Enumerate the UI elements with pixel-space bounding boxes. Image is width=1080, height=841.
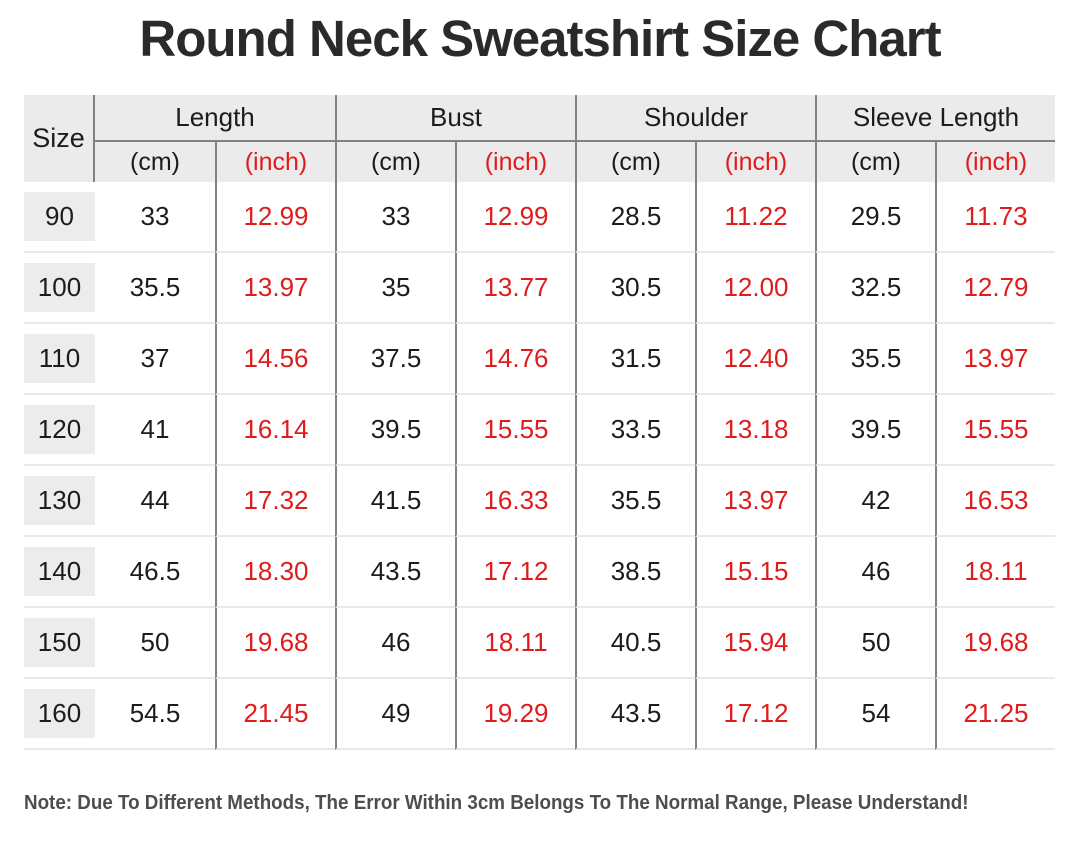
value-cell-inch: 21.25	[935, 679, 1055, 750]
size-value: 160	[24, 689, 95, 738]
value-cell-cm: 50	[95, 608, 215, 679]
value-cell-cm: 37.5	[335, 324, 455, 395]
value-cell-inch: 19.29	[455, 679, 575, 750]
value-cell-cm: 33	[95, 182, 215, 253]
value-cell-cm: 54.5	[95, 679, 215, 750]
value-cell-cm: 43.5	[575, 679, 695, 750]
size-cell: 160	[24, 679, 95, 750]
value-cell-inch: 19.68	[935, 608, 1055, 679]
column-group-sleeve-length: Sleeve Length	[815, 95, 1055, 142]
value-cell-cm: 46	[335, 608, 455, 679]
value-cell-cm: 39.5	[335, 395, 455, 466]
value-cell-inch: 12.79	[935, 253, 1055, 324]
value-cell-cm: 39.5	[815, 395, 935, 466]
value-cell-inch: 11.22	[695, 182, 815, 253]
size-value: 100	[24, 263, 95, 312]
value-cell-inch: 15.55	[935, 395, 1055, 466]
value-cell-inch: 14.76	[455, 324, 575, 395]
unit-header-inch: (inch)	[215, 142, 335, 182]
size-column-header: Size	[24, 95, 95, 182]
value-cell-cm: 54	[815, 679, 935, 750]
value-cell-inch: 15.94	[695, 608, 815, 679]
value-cell-inch: 12.99	[215, 182, 335, 253]
value-cell-inch: 14.56	[215, 324, 335, 395]
column-group-shoulder: Shoulder	[575, 95, 815, 142]
note-text: Note: Due To Different Methods, The Erro…	[24, 792, 969, 814]
value-cell-inch: 16.33	[455, 466, 575, 537]
size-cell: 140	[24, 537, 95, 608]
value-cell-cm: 46	[815, 537, 935, 608]
size-value: 150	[24, 618, 95, 667]
value-cell-inch: 21.45	[215, 679, 335, 750]
value-cell-inch: 13.97	[695, 466, 815, 537]
value-cell-inch: 15.55	[455, 395, 575, 466]
size-value: 90	[24, 192, 95, 241]
value-cell-cm: 29.5	[815, 182, 935, 253]
value-cell-cm: 41	[95, 395, 215, 466]
size-value: 130	[24, 476, 95, 525]
value-cell-cm: 32.5	[815, 253, 935, 324]
value-cell-cm: 35.5	[815, 324, 935, 395]
column-group-bust: Bust	[335, 95, 575, 142]
value-cell-inch: 15.15	[695, 537, 815, 608]
value-cell-cm: 42	[815, 466, 935, 537]
unit-header-cm: (cm)	[335, 142, 455, 182]
value-cell-cm: 46.5	[95, 537, 215, 608]
unit-header-cm: (cm)	[815, 142, 935, 182]
column-group-length: Length	[95, 95, 335, 142]
value-cell-cm: 44	[95, 466, 215, 537]
value-cell-cm: 41.5	[335, 466, 455, 537]
size-cell: 150	[24, 608, 95, 679]
value-cell-inch: 16.53	[935, 466, 1055, 537]
value-cell-cm: 33.5	[575, 395, 695, 466]
page-title: Round Neck Sweatshirt Size Chart	[139, 10, 941, 67]
value-cell-inch: 17.32	[215, 466, 335, 537]
unit-header-cm: (cm)	[95, 142, 215, 182]
size-value: 140	[24, 547, 95, 596]
value-cell-inch: 12.99	[455, 182, 575, 253]
size-cell: 100	[24, 253, 95, 324]
value-cell-inch: 17.12	[695, 679, 815, 750]
value-cell-cm: 38.5	[575, 537, 695, 608]
value-cell-cm: 35.5	[575, 466, 695, 537]
value-cell-cm: 43.5	[335, 537, 455, 608]
value-cell-inch: 18.11	[455, 608, 575, 679]
value-cell-inch: 18.11	[935, 537, 1055, 608]
unit-header-inch: (inch)	[695, 142, 815, 182]
value-cell-cm: 35	[335, 253, 455, 324]
size-chart-table: Size Length Bust Shoulder Sleeve Length …	[24, 95, 1055, 750]
value-cell-inch: 13.18	[695, 395, 815, 466]
value-cell-cm: 33	[335, 182, 455, 253]
value-cell-cm: 40.5	[575, 608, 695, 679]
value-cell-cm: 50	[815, 608, 935, 679]
size-cell: 90	[24, 182, 95, 253]
value-cell-cm: 49	[335, 679, 455, 750]
value-cell-inch: 18.30	[215, 537, 335, 608]
value-cell-inch: 19.68	[215, 608, 335, 679]
value-cell-cm: 37	[95, 324, 215, 395]
value-cell-inch: 13.77	[455, 253, 575, 324]
size-cell: 110	[24, 324, 95, 395]
unit-header-inch: (inch)	[935, 142, 1055, 182]
value-cell-inch: 17.12	[455, 537, 575, 608]
value-cell-cm: 30.5	[575, 253, 695, 324]
value-cell-cm: 31.5	[575, 324, 695, 395]
value-cell-inch: 16.14	[215, 395, 335, 466]
value-cell-inch: 13.97	[215, 253, 335, 324]
size-value: 110	[24, 334, 95, 383]
size-value: 120	[24, 405, 95, 454]
size-cell: 130	[24, 466, 95, 537]
value-cell-cm: 28.5	[575, 182, 695, 253]
value-cell-inch: 11.73	[935, 182, 1055, 253]
value-cell-inch: 12.40	[695, 324, 815, 395]
value-cell-inch: 13.97	[935, 324, 1055, 395]
unit-header-cm: (cm)	[575, 142, 695, 182]
value-cell-cm: 35.5	[95, 253, 215, 324]
size-cell: 120	[24, 395, 95, 466]
unit-header-inch: (inch)	[455, 142, 575, 182]
value-cell-inch: 12.00	[695, 253, 815, 324]
